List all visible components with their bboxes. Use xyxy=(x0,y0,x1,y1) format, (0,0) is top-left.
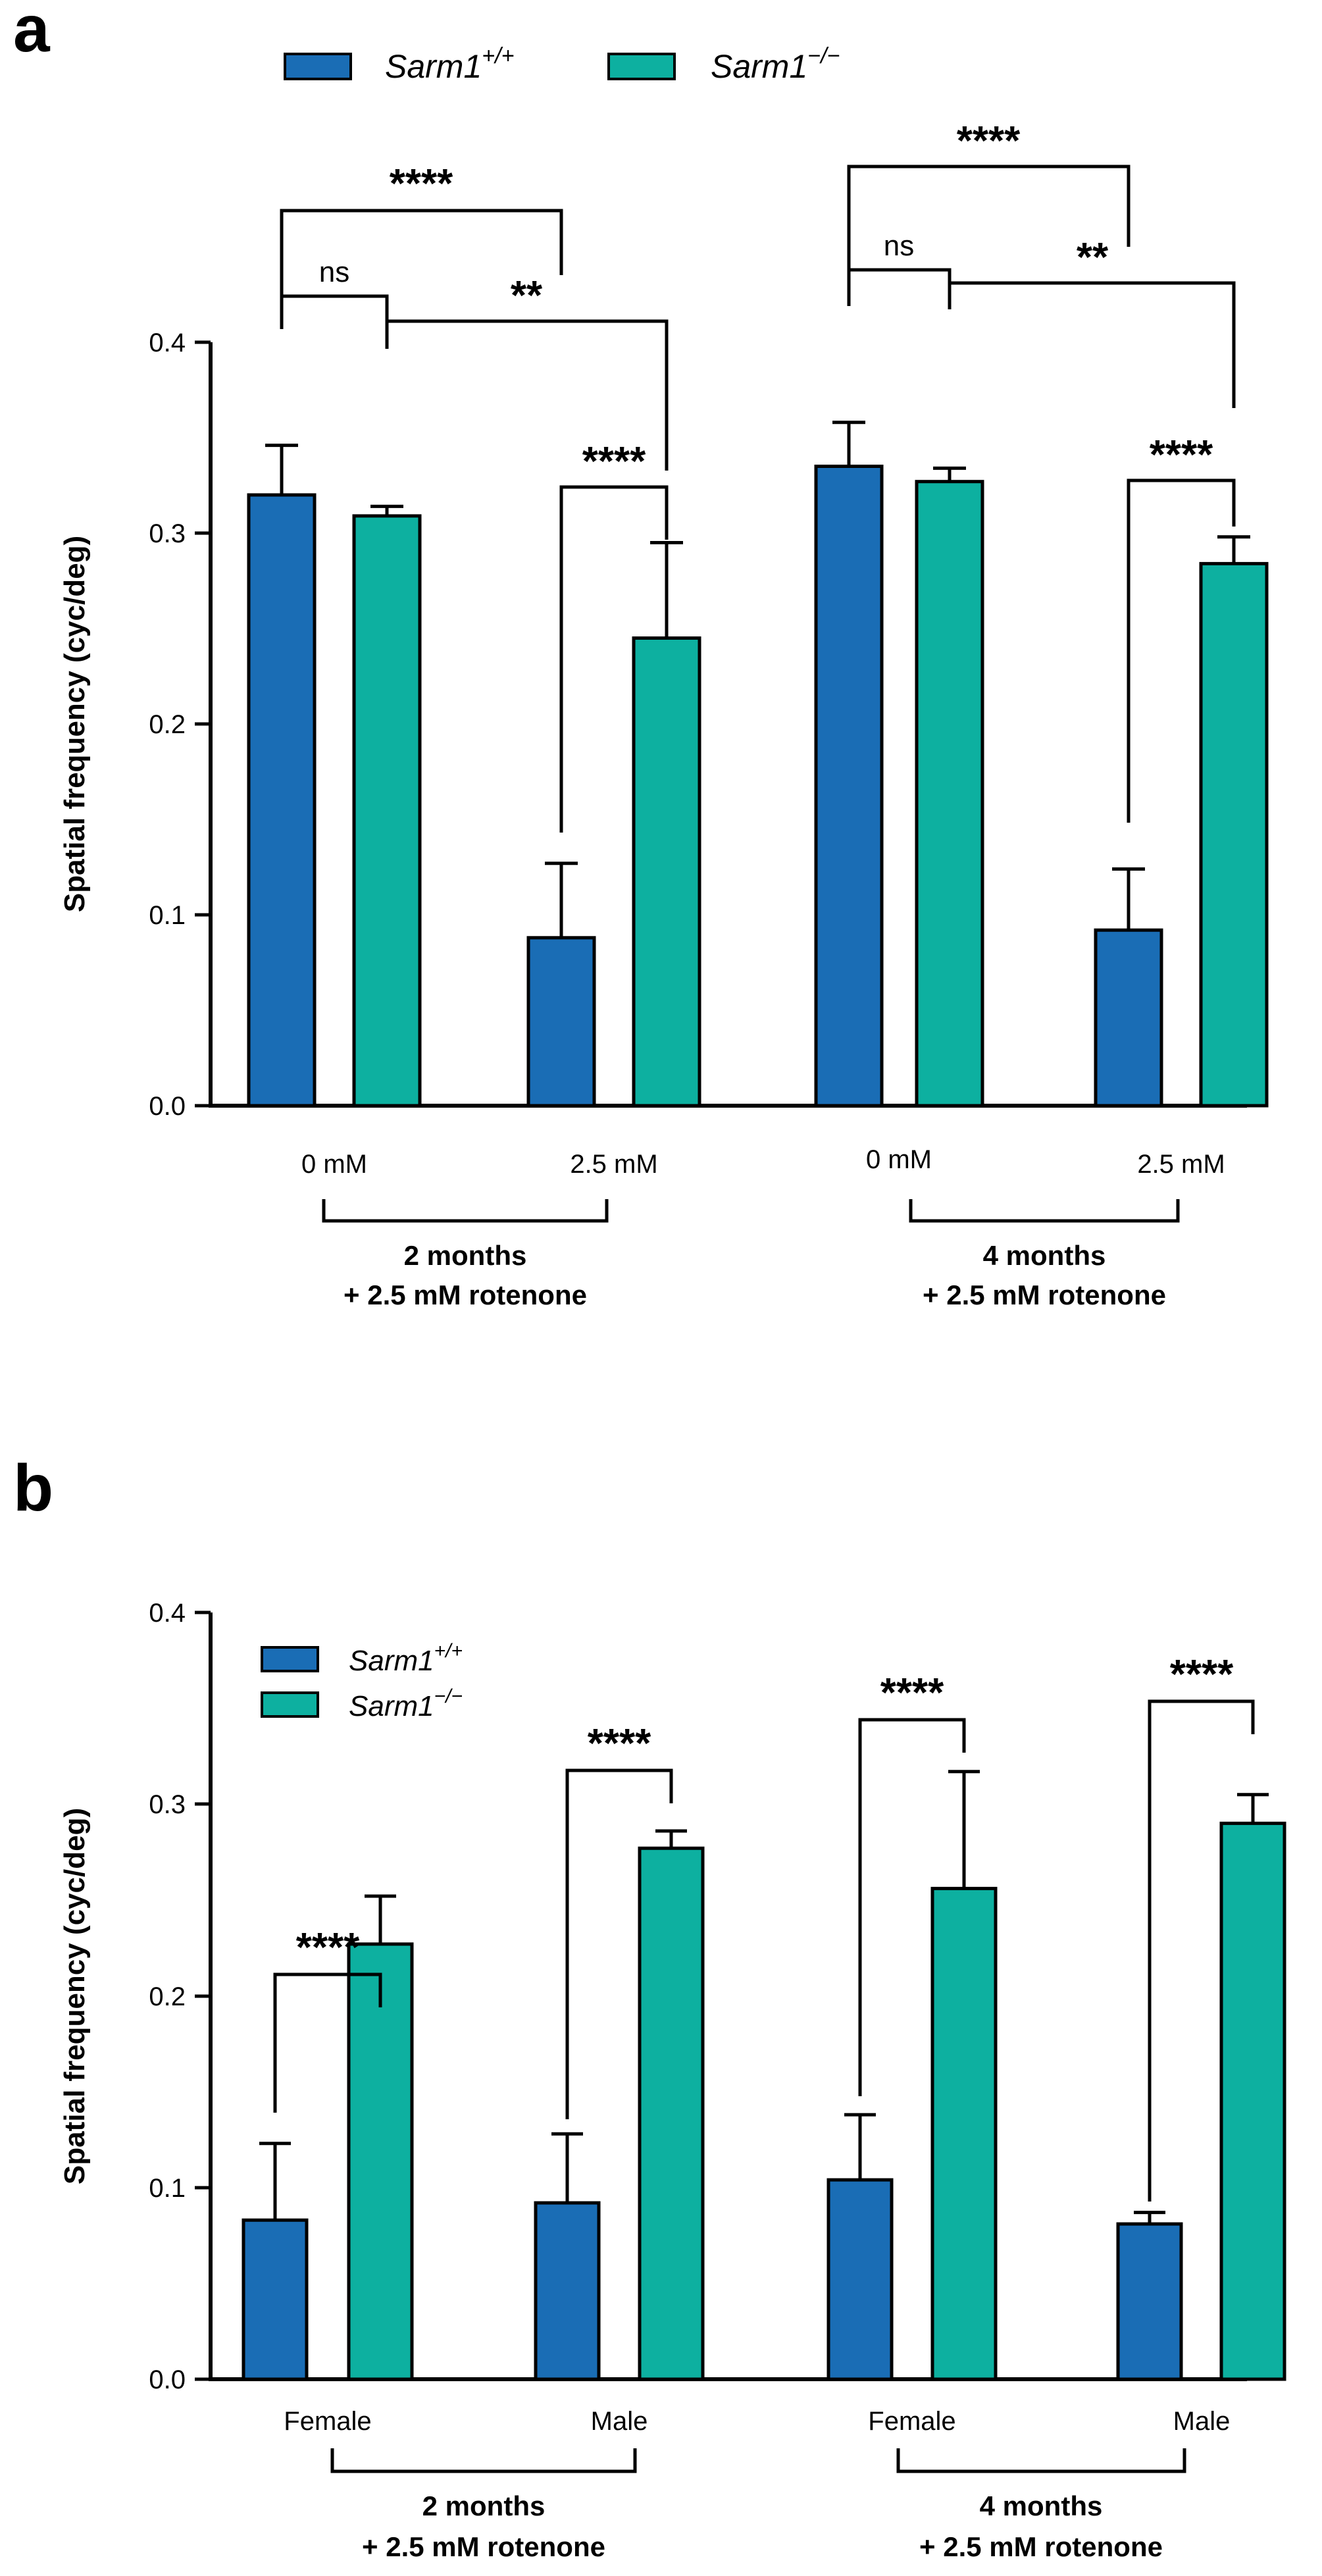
bracket-four-star-4 xyxy=(1127,478,1236,823)
bars-a xyxy=(247,421,1269,1108)
panel-a: a Sarm1+/+ Sarm1−/− Spatial frequency (c… xyxy=(13,0,1269,1310)
bracket-ns-2 xyxy=(847,268,952,309)
legend-swatch-wt xyxy=(261,1646,319,1672)
group-label-line2: + 2.5 mM rotenone xyxy=(343,1279,587,1310)
bracket-four-star-b2 xyxy=(565,1768,673,2119)
y-tick-label: 0.4 xyxy=(149,328,186,357)
x-category-label: 2.5 mM xyxy=(570,1150,657,1179)
legend-b: Sarm1+/+ Sarm1−/− xyxy=(261,1640,463,1722)
bracket-four-star-b1 xyxy=(273,1972,382,2113)
legend-swatch-ko xyxy=(607,53,676,80)
bar-sarm1-wt xyxy=(247,493,317,1108)
annotation-sig: ** xyxy=(511,273,543,319)
annotation-sig: ** xyxy=(1077,235,1109,280)
panel-b: b Spatial frequency (cyc/deg) 0.0 0.1 0.… xyxy=(13,1451,1286,2562)
x-category-label: Male xyxy=(591,2407,648,2436)
bar-sarm1-wt xyxy=(814,465,884,1108)
bracket-four-star-b3 xyxy=(858,1718,966,2096)
annotation-sig: **** xyxy=(957,118,1021,164)
y-tick-label: 0.0 xyxy=(149,1092,186,1121)
bar-sarm1-wt xyxy=(826,2178,894,2381)
y-ticks-a: 0.0 0.1 0.2 0.3 0.4 xyxy=(149,328,211,1121)
y-tick-label: 0.1 xyxy=(149,2174,186,2203)
x-category-label: Male xyxy=(1173,2407,1231,2436)
y-tick-label: 0.3 xyxy=(149,519,186,548)
group-label-line1: 2 months xyxy=(422,2490,546,2521)
bars-b xyxy=(242,1770,1286,2381)
group-bracket xyxy=(896,2448,1186,2473)
annotation-sig: **** xyxy=(588,1721,651,1766)
group-label-line1: 4 months xyxy=(980,2490,1103,2521)
group-label-line2: + 2.5 mM rotenone xyxy=(362,2531,605,2562)
group-bracket xyxy=(322,1199,609,1223)
bracket-four-star-b4 xyxy=(1148,1699,1255,2202)
bracket-double-star-1 xyxy=(385,319,669,471)
legend-swatch-wt xyxy=(284,53,352,80)
y-tick-label: 0.3 xyxy=(149,1790,186,1819)
x-category-label: 2.5 mM xyxy=(1137,1150,1225,1179)
bracket-double-star-2 xyxy=(948,281,1236,408)
bar-sarm1-ko xyxy=(915,480,984,1108)
bar-sarm1-wt xyxy=(1116,2222,1183,2381)
bar-sarm1-ko xyxy=(930,1886,998,2381)
bar-sarm1-wt xyxy=(526,936,596,1108)
legend-label-ko: Sarm1−/− xyxy=(711,43,840,85)
bar-sarm1-wt xyxy=(534,2201,601,2381)
bar-sarm1-ko xyxy=(638,1846,705,2381)
bracket-four-star-3 xyxy=(847,165,1131,270)
legend-label-wt: Sarm1+/+ xyxy=(349,1640,463,1677)
significance-brackets-a xyxy=(280,165,1236,833)
annotation-sig: **** xyxy=(1150,432,1213,478)
bracket-ns-1 xyxy=(280,294,389,329)
x-category-label: Female xyxy=(868,2407,955,2436)
bar-sarm1-ko xyxy=(352,514,422,1108)
legend-swatch-ko xyxy=(261,1691,319,1718)
y-axis-label-a: Spatial frequency (cyc/deg) xyxy=(59,536,91,912)
annotation-sig: **** xyxy=(1170,1652,1234,1697)
legend-a: Sarm1+/+ Sarm1−/− xyxy=(284,43,840,85)
annotation-ns: ns xyxy=(319,256,349,288)
legend-label-wt: Sarm1+/+ xyxy=(385,43,514,85)
legend-label-ko: Sarm1−/− xyxy=(349,1686,463,1722)
bracket-four-star-1 xyxy=(280,209,563,296)
annotation-sig: **** xyxy=(296,1925,360,1971)
annotation-sig: **** xyxy=(582,439,646,484)
bar-sarm1-wt xyxy=(1094,928,1163,1108)
annotation-sig: **** xyxy=(390,161,453,207)
annotation-ns: ns xyxy=(884,230,914,262)
y-tick-label: 0.4 xyxy=(149,1599,186,1628)
bar-sarm1-ko xyxy=(1199,561,1269,1108)
bar-sarm1-ko xyxy=(347,1942,414,2381)
y-ticks-b: 0.0 0.1 0.2 0.3 0.4 xyxy=(149,1599,211,2394)
annotation-sig: **** xyxy=(880,1670,944,1716)
y-tick-label: 0.0 xyxy=(149,2365,186,2394)
group-label-line1: 4 months xyxy=(983,1240,1106,1271)
x-category-label: 0 mM xyxy=(301,1150,367,1179)
bar-sarm1-ko xyxy=(632,636,701,1108)
y-axis-label-b: Spatial frequency (cyc/deg) xyxy=(59,1808,91,2184)
y-tick-label: 0.2 xyxy=(149,710,186,739)
bracket-four-star-2 xyxy=(559,485,669,833)
y-tick-label: 0.1 xyxy=(149,901,186,930)
group-label-line2: + 2.5 mM rotenone xyxy=(919,2531,1163,2562)
group-bracket xyxy=(330,2448,637,2473)
significance-brackets-b xyxy=(273,1699,1255,2202)
panel-letter-a: a xyxy=(13,0,51,66)
group-label-line2: + 2.5 mM rotenone xyxy=(923,1279,1166,1310)
y-tick-label: 0.2 xyxy=(149,1982,186,2011)
x-category-label: 0 mM xyxy=(866,1145,932,1174)
group-bracket xyxy=(909,1199,1180,1223)
group-label-line1: 2 months xyxy=(404,1240,527,1271)
panel-letter-b: b xyxy=(13,1451,53,1525)
x-category-label: Female xyxy=(284,2407,371,2436)
bar-sarm1-ko xyxy=(1219,1821,1286,2381)
bar-sarm1-wt xyxy=(242,2218,309,2381)
